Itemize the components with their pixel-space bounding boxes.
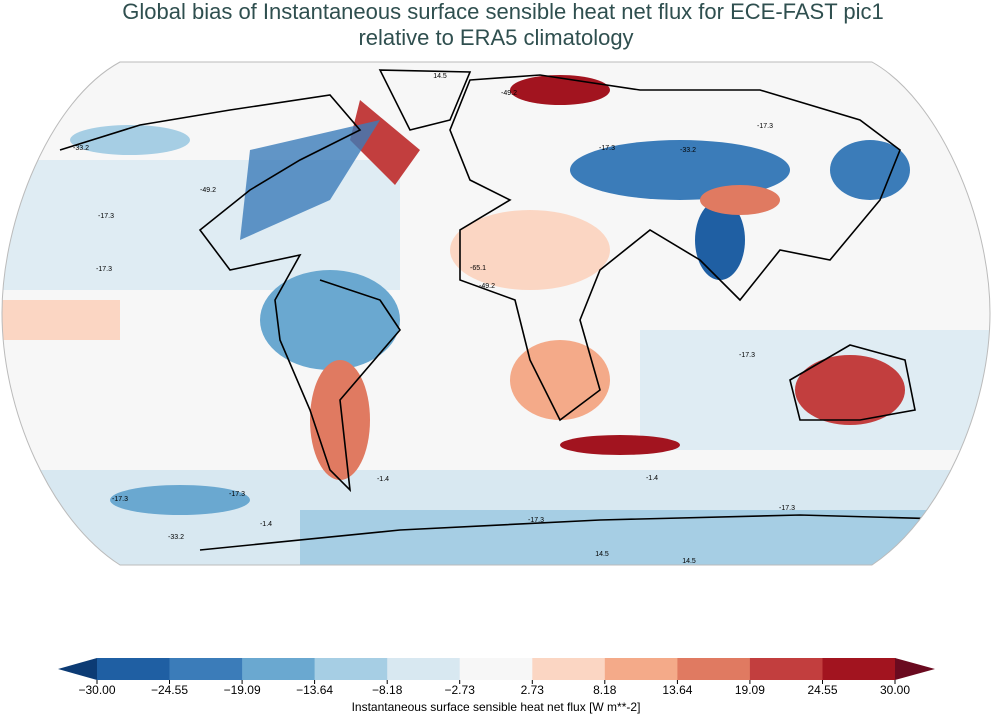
contour-label: -33.2: [73, 145, 89, 152]
contour-label: -49.2: [200, 187, 216, 194]
colorbar-tick-label: 2.73: [521, 683, 545, 697]
contour-label: -17.3: [757, 123, 773, 130]
colorbar-tick-label: 19.09: [735, 683, 765, 697]
title-line: relative to ERA5 climatology: [358, 25, 633, 50]
colorbar-tick-label: 24.55: [807, 683, 837, 697]
colorbar-bin: [314, 658, 388, 680]
colorbar-bin: [532, 658, 606, 680]
colorbar-bin: [677, 658, 751, 680]
colorbar-bin: [97, 658, 170, 680]
contour-label: -65.1: [470, 265, 486, 272]
colorbar-label: Instantaneous surface sensible heat net …: [352, 700, 641, 714]
colorbar-tick-label: −30.00: [78, 683, 115, 697]
colorbar-bin: [749, 658, 824, 680]
contour-label: 14.5: [433, 73, 447, 80]
contour-label: -1.4: [260, 521, 272, 528]
map-outline: [1, 61, 991, 566]
colorbar-bin: [169, 658, 243, 680]
contour-label: -33.2: [680, 147, 696, 154]
contour-label: -17.3: [528, 517, 544, 524]
colorbar-tick-label: −8.18: [372, 683, 403, 697]
contour-label: -17.3: [98, 213, 114, 220]
contour-label: -33.2: [168, 534, 184, 541]
colorbar-extend-low: [58, 658, 97, 680]
colorbar-bin: [604, 658, 678, 680]
contour-label: -1.4: [377, 476, 389, 483]
colorbar-bin: [387, 658, 461, 680]
contour-label: -49.2: [479, 283, 495, 290]
title-line: Global bias of Instantaneous surface sen…: [122, 0, 883, 24]
contour-label: -49.2: [501, 90, 517, 97]
map: -49.2 14.5 -17.3 -33.2 -17.3 -49.2 -17.3 -17.3 -…: [2, 62, 990, 565]
colorbar-bin: [822, 658, 896, 680]
colorbar-extend-high: [895, 658, 935, 680]
colorbar-tick-label: 8.18: [593, 683, 617, 697]
colorbar-bin: [242, 658, 316, 680]
colorbar-tick-label: −24.55: [151, 683, 188, 697]
contour-label: -17.3: [96, 266, 112, 273]
colorbar-tick-label: 30.00: [880, 683, 910, 697]
contour-label: 14.5: [682, 558, 696, 565]
contour-label: 14.5: [595, 551, 609, 558]
colorbar-tick-label: 13.64: [662, 683, 692, 697]
colorbar-bin: [459, 658, 533, 680]
contour-labels: -49.2 14.5 -17.3 -33.2 -17.3 -49.2 -17.3 -17.3 -…: [73, 73, 795, 565]
coastlines: [59, 69, 981, 551]
colorbar-tick-label: −19.09: [224, 683, 261, 697]
contour-label: -17.3: [779, 505, 795, 512]
contour-label: -17.3: [112, 496, 128, 503]
colorbar-tick-label: −2.73: [445, 683, 476, 697]
contour-label: -17.3: [739, 352, 755, 359]
contour-label: -1.4: [646, 475, 658, 482]
colorbar-tick-label: −13.64: [296, 683, 333, 697]
colorbar: −30.00 −24.55 −19.09 −13.64 −8.18 −2.73 2.73 8.…: [58, 658, 935, 697]
contour-label: -17.3: [229, 491, 245, 498]
bias-field: [2, 75, 990, 565]
contour-label: -17.3: [599, 145, 615, 152]
